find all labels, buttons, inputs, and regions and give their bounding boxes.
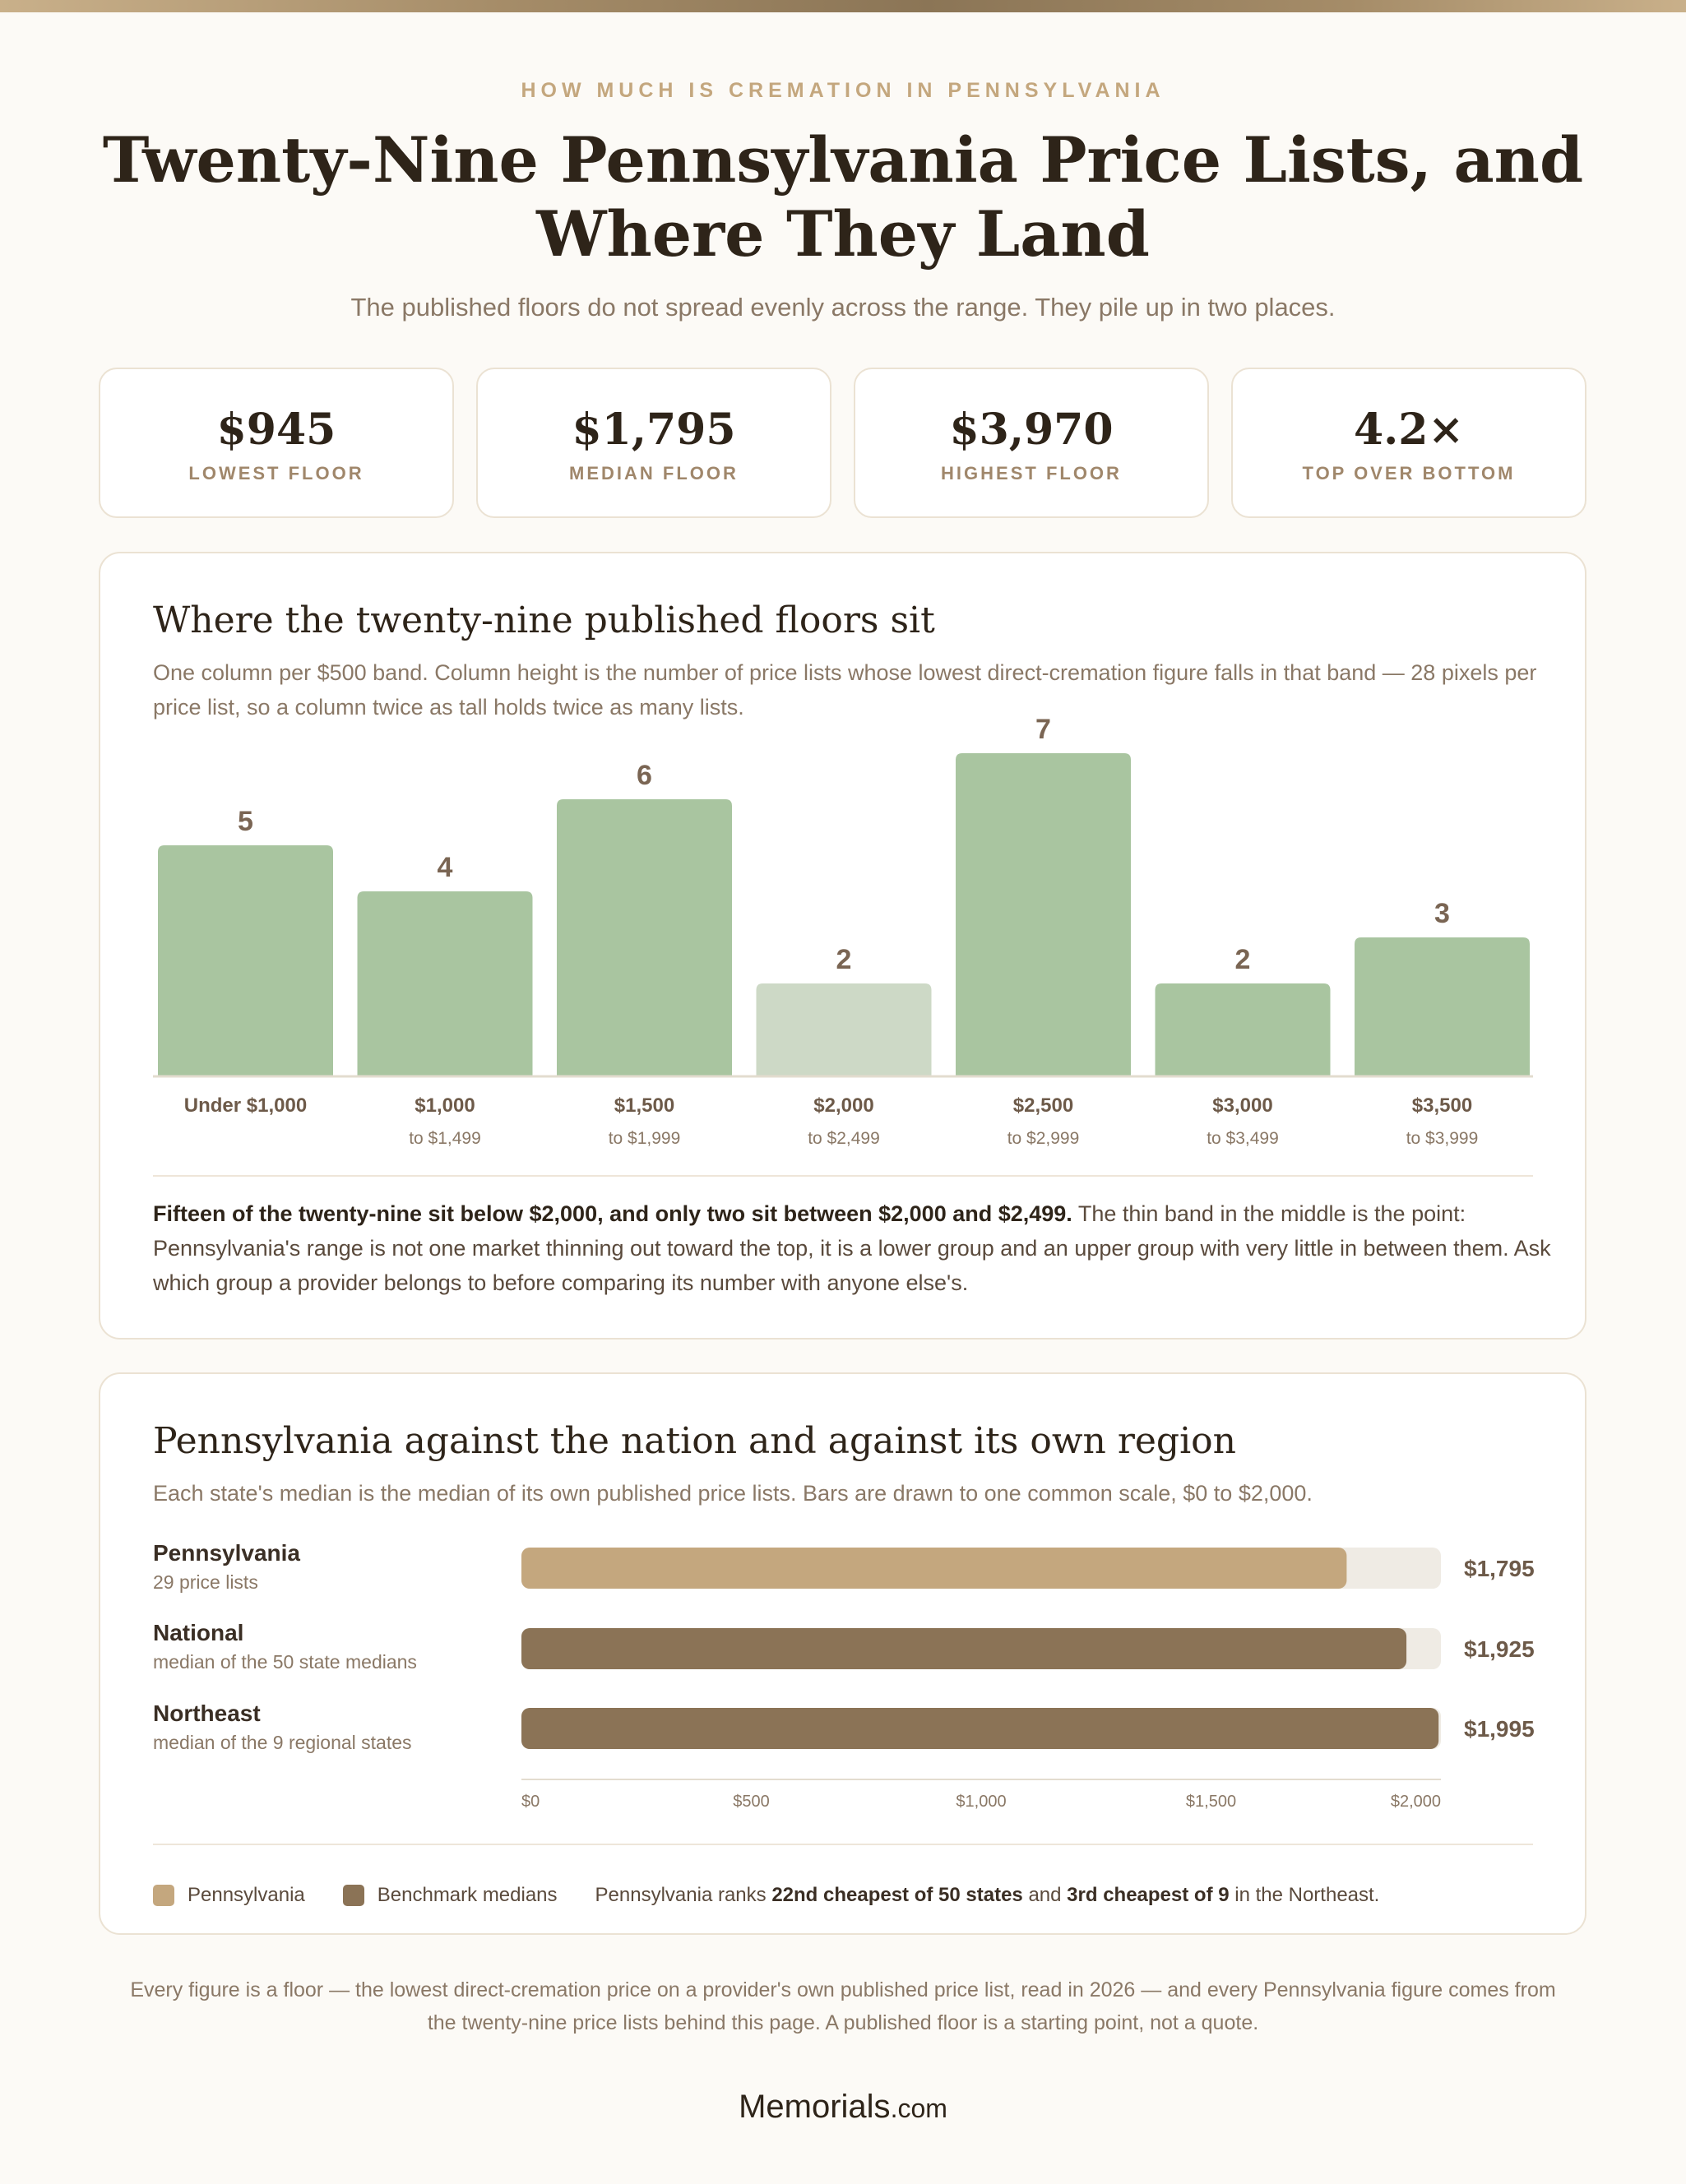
distribution-title: Where the twenty-nine published floors s… bbox=[153, 599, 935, 641]
distribution-panel: Where the twenty-nine published floors s… bbox=[99, 552, 1586, 1340]
distribution-bar bbox=[1155, 983, 1331, 1076]
memorials-logo: Memorials.com bbox=[739, 2089, 947, 2125]
legend-swatch-benchmark bbox=[342, 1885, 364, 1906]
distribution-bar bbox=[357, 891, 533, 1076]
x-tick-label: $1,500 bbox=[1186, 1793, 1236, 1811]
row-label-national: National median of the 50 state medians bbox=[153, 1620, 498, 1673]
bar-value-label: 6 bbox=[637, 760, 652, 791]
row-subtitle: median of the 50 state medians bbox=[153, 1651, 417, 1673]
stat-card-highest: $3,970 HIGHEST FLOOR bbox=[854, 368, 1209, 518]
distribution-bar bbox=[557, 799, 732, 1076]
row-name: Pennsylvania bbox=[153, 1540, 300, 1566]
comparison-bar bbox=[521, 1708, 1439, 1749]
comparison-bar bbox=[521, 1628, 1407, 1669]
comparison-chart: $1,795 $1,925 $1,995 $0 $500 $1,000 $1,500 $2,0… bbox=[521, 1548, 1535, 1811]
stat-value: $3,970 bbox=[949, 405, 1114, 455]
comparison-title: Pennsylvania against the nation and agai… bbox=[153, 1420, 1236, 1462]
bar-value-label: 7 bbox=[1035, 714, 1051, 745]
page-subtitle: The published floors do not spread evenl… bbox=[350, 293, 1336, 322]
footer-note: Every figure is a floor — the lowest dir… bbox=[130, 1978, 1556, 2034]
stat-card-ratio: 4.2× TOP OVER BOTTOM bbox=[1231, 368, 1586, 518]
category-sublabel: to $2,499 bbox=[808, 1129, 880, 1148]
stat-label: TOP OVER BOTTOM bbox=[1302, 463, 1516, 484]
legend-label-pennsylvania: Pennsylvania bbox=[188, 1884, 305, 1906]
row-label-pennsylvania: Pennsylvania 29 price lists bbox=[153, 1540, 498, 1594]
distribution-note: Fifteen of the twenty-nine sit below $2,… bbox=[153, 1196, 1551, 1300]
bar-value-label: 3 bbox=[1434, 898, 1450, 929]
rank-statement: Pennsylvania ranks 22nd cheapest of 50 s… bbox=[595, 1884, 1380, 1906]
stat-label: LOWEST FLOOR bbox=[188, 463, 364, 484]
row-name: Northeast bbox=[153, 1700, 261, 1726]
stat-card-lowest: $945 LOWEST FLOOR bbox=[99, 368, 454, 518]
distribution-chart: 5 Under $1,000 4 $1,000 to $1,499 6 $1,500 to $… bbox=[153, 714, 1533, 1148]
bar-value-label: 2 bbox=[1235, 944, 1251, 975]
row-label-northeast: Northeast median of the 9 regional state… bbox=[153, 1700, 498, 1754]
bar-value-label: 2 bbox=[836, 944, 852, 975]
stat-card-median: $1,795 MEDIAN FLOOR bbox=[476, 368, 831, 518]
eyebrow: HOW MUCH IS CREMATION IN PENNSYLVANIA bbox=[521, 79, 1165, 102]
distribution-bar bbox=[1355, 937, 1530, 1076]
distribution-bar bbox=[756, 983, 932, 1076]
category-label: Under $1,000 bbox=[184, 1094, 307, 1117]
x-tick-label: $1,000 bbox=[956, 1793, 1006, 1811]
divider bbox=[153, 1844, 1533, 1845]
stat-value: $945 bbox=[216, 405, 336, 455]
x-tick-label: $2,000 bbox=[1391, 1793, 1441, 1811]
stat-value: 4.2× bbox=[1353, 405, 1465, 455]
comparison-description: Each state's median is the median of its… bbox=[153, 1481, 1313, 1506]
category-label: $1,000 bbox=[415, 1094, 475, 1117]
bar-value-label: 5 bbox=[238, 806, 253, 837]
category-sublabel: to $1,999 bbox=[609, 1129, 681, 1148]
category-label: $3,500 bbox=[1412, 1094, 1472, 1117]
category-label: $1,500 bbox=[614, 1094, 674, 1117]
page-title: Twenty-Nine Pennsylvania Price Lists, an… bbox=[102, 123, 1584, 271]
legend-swatch-pennsylvania bbox=[153, 1885, 174, 1906]
bar-value-label: $1,995 bbox=[1464, 1716, 1535, 1742]
stat-value: $1,795 bbox=[572, 405, 736, 455]
comparison-legend: Pennsylvania Benchmark medians Pennsylva… bbox=[153, 1881, 1379, 1910]
category-sublabel: to $1,499 bbox=[409, 1129, 481, 1148]
stat-label: MEDIAN FLOOR bbox=[569, 463, 739, 484]
legend-label-benchmark: Benchmark medians bbox=[377, 1884, 558, 1906]
row-subtitle: 29 price lists bbox=[153, 1571, 258, 1593]
comparison-panel: Pennsylvania against the nation and agai… bbox=[99, 1372, 1586, 1935]
stat-label: HIGHEST FLOOR bbox=[941, 463, 1122, 484]
distribution-bar bbox=[158, 845, 333, 1076]
row-name: National bbox=[153, 1620, 244, 1645]
category-sublabel: to $2,999 bbox=[1007, 1129, 1080, 1148]
bar-value-label: $1,795 bbox=[1464, 1556, 1535, 1581]
note-body: The thin band in the middle is the point… bbox=[153, 1201, 1551, 1295]
bar-value-label: $1,925 bbox=[1464, 1636, 1535, 1662]
x-tick-label: $0 bbox=[521, 1793, 540, 1811]
divider bbox=[153, 1175, 1533, 1177]
comparison-bar bbox=[521, 1548, 1347, 1589]
distribution-bar bbox=[956, 753, 1131, 1076]
top-accent-bar bbox=[0, 0, 1686, 12]
bar-value-label: 4 bbox=[438, 852, 453, 883]
note-emphasis: Fifteen of the twenty-nine sit below $2,… bbox=[153, 1201, 1072, 1226]
category-sublabel: to $3,499 bbox=[1207, 1129, 1279, 1148]
distribution-description: One column per $500 band. Column height … bbox=[153, 660, 1537, 720]
category-label: $2,000 bbox=[813, 1094, 873, 1117]
row-subtitle: median of the 9 regional states bbox=[153, 1732, 412, 1753]
category-sublabel: to $3,999 bbox=[1406, 1129, 1479, 1148]
x-tick-label: $500 bbox=[733, 1793, 770, 1811]
category-label: $3,000 bbox=[1212, 1094, 1272, 1117]
category-label: $2,500 bbox=[1013, 1094, 1073, 1117]
